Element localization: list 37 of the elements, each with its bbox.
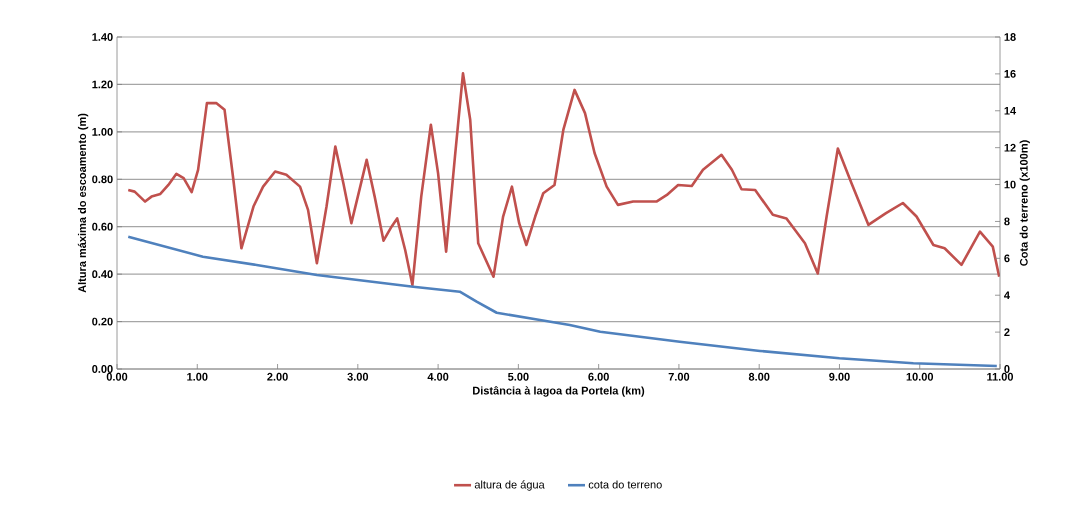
y2-tick-label: 18 <box>1004 33 1016 41</box>
legend-label: altura de água <box>474 480 545 491</box>
y-tick-label: 0.20 <box>92 317 113 326</box>
x-tick-label: 7.00 <box>668 372 690 381</box>
y-tick-label: 0.00 <box>92 365 113 373</box>
y2-tick-label: 8 <box>1004 217 1010 226</box>
y2-tick-label: 6 <box>1004 254 1010 263</box>
y-tick-label: 1.00 <box>92 127 113 136</box>
y-tick-label: 1.20 <box>92 80 113 89</box>
y2-tick-label: 14 <box>1004 107 1017 115</box>
y2-tick-label: 10 <box>1004 180 1016 189</box>
y2-tick-label: 0 <box>1004 365 1010 373</box>
x-tick-label: 0.00 <box>106 372 128 381</box>
x-tick-label: 8.00 <box>748 372 770 381</box>
y2-tick-label: 4 <box>1004 291 1010 300</box>
legend-label: cota do terreno <box>588 480 662 489</box>
line-series <box>126 71 1001 287</box>
y-tick-label: 0.80 <box>92 175 113 184</box>
x-tick-label: 10.00 <box>906 372 934 381</box>
y2-tick-label: 16 <box>1004 69 1016 78</box>
x-tick-label: 5.00 <box>508 372 529 381</box>
y2-axis-title: Cota do terreno (x100m) <box>1019 140 1030 266</box>
line-series <box>126 235 999 368</box>
y2-tick-label: 2 <box>1004 328 1010 336</box>
x-tick-label: 11.00 <box>987 372 1014 381</box>
x-axis-title: Distância à lagoa da Portela (km) <box>473 386 645 397</box>
y-tick-label: 1.40 <box>92 33 113 41</box>
x-tick-label: 4.00 <box>427 372 449 381</box>
y-tick-label: 0.60 <box>92 222 113 231</box>
x-tick-label: 6.00 <box>588 372 609 381</box>
x-tick-label: 9.00 <box>829 372 850 381</box>
x-tick-label: 2.00 <box>267 372 288 381</box>
x-tick-label: 3.00 <box>347 372 369 381</box>
y-tick-label: 0.40 <box>92 270 113 279</box>
x-tick-label: 1.00 <box>187 372 208 381</box>
y-axis-title: Altura máxima do escoamento (m) <box>77 113 89 293</box>
y2-tick-label: 12 <box>1004 143 1016 152</box>
